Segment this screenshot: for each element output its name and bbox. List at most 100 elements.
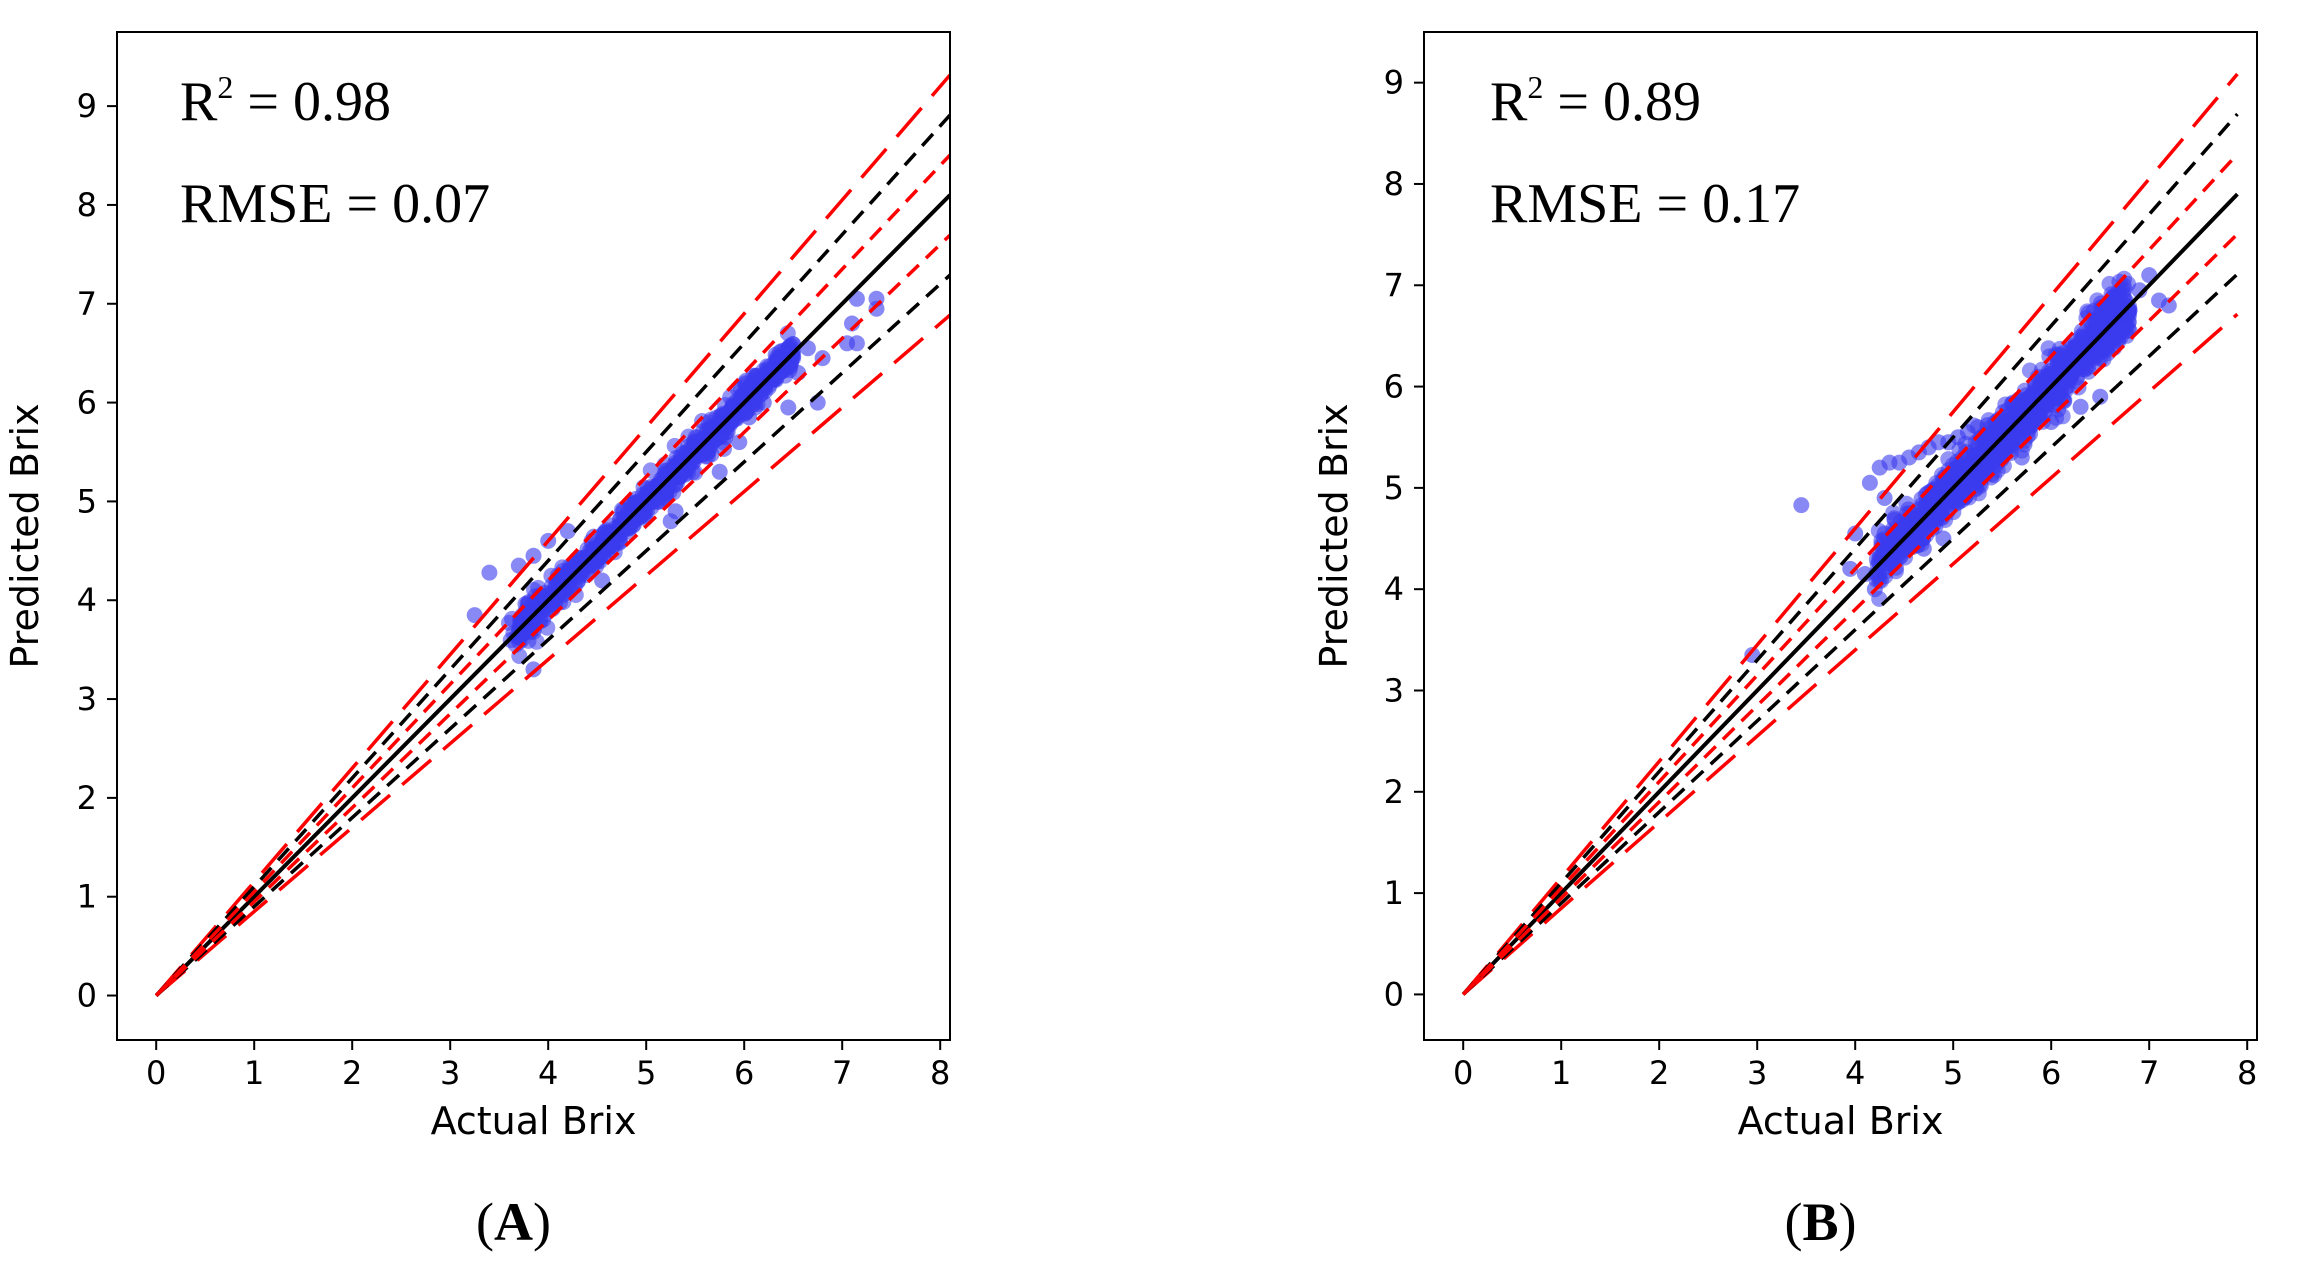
y-axis-label: Predicted Brix (3, 403, 47, 668)
y-tick-label: 1 (77, 878, 97, 916)
y-tick-label: 5 (77, 482, 97, 520)
x-tick-label: 3 (440, 1054, 460, 1092)
data-point-outlier (481, 564, 498, 581)
reference-line (154, 153, 950, 997)
r2-superscript: 2 (217, 69, 233, 105)
y-tick-label: 6 (1384, 368, 1404, 406)
x-axis-label: Actual Brix (1738, 1099, 1944, 1143)
y-tick-label: 7 (1384, 266, 1404, 304)
data-point-outlier (1876, 490, 1893, 506)
axes-frame (1423, 31, 2258, 1041)
reference-line (154, 193, 950, 997)
reference-line (1461, 152, 2239, 996)
x-tick-label: 8 (930, 1054, 950, 1092)
data-point-outlier (2072, 398, 2089, 415)
plot-area (117, 32, 950, 1040)
r2-value: = 0.98 (233, 71, 391, 133)
reference-line (154, 113, 950, 997)
x-tick-label: 8 (2237, 1054, 2257, 1092)
data-point-outlier (755, 394, 772, 411)
x-tick-label: 4 (1845, 1054, 1865, 1092)
data-point-outlier (780, 399, 797, 416)
data-point-outlier (594, 572, 611, 589)
data-point (615, 501, 632, 518)
panel-label: (A) (476, 1192, 551, 1252)
x-tick-label: 3 (1747, 1054, 1767, 1092)
reference-line (154, 233, 950, 997)
panel-label: (B) (1785, 1192, 1857, 1252)
axes-frame (116, 31, 951, 1041)
x-tick-label: 7 (2139, 1054, 2159, 1092)
reference-line (155, 313, 950, 997)
data-point (1910, 512, 1927, 528)
r2-symbol: R (180, 71, 218, 133)
data-point (1940, 451, 1957, 468)
panel-label-close-paren: ) (533, 1192, 551, 1252)
data-point (2070, 353, 2087, 370)
y-tick-label: 0 (1384, 975, 1404, 1013)
data-point-outlier (1915, 540, 1932, 557)
data-point (585, 528, 602, 545)
reference-line (1461, 72, 2239, 996)
data-point-outlier (2043, 414, 2060, 430)
y-tick-label: 0 (77, 977, 97, 1015)
panel-a-chart: 0 1 2 3 4 5 6 7 8 0 1 2 3 4 5 6 7 8 9 Actual Brix Predicted … (3, 31, 951, 1252)
plot-content (154, 73, 950, 997)
data-point (2056, 392, 2073, 409)
r2-value: = 0.89 (1543, 71, 1701, 133)
y-tick-label: 8 (77, 186, 97, 224)
r2-superscript: 2 (1527, 69, 1543, 105)
y-tick-label: 8 (1384, 165, 1404, 203)
x-tick-label: 5 (1943, 1054, 1963, 1092)
data-point-outlier (711, 463, 728, 480)
y-tick-label: 2 (77, 779, 97, 817)
y-tick-label: 1 (1384, 874, 1404, 912)
x-tick-label: 7 (832, 1054, 852, 1092)
r2-annotation: R2 = 0.98 (180, 69, 391, 133)
data-point-outlier (2131, 282, 2148, 299)
data-point (697, 448, 714, 465)
reference-line (1461, 112, 2239, 996)
y-tick-label: 2 (1384, 773, 1404, 811)
data-point-outlier (848, 335, 865, 352)
x-tick-label: 1 (244, 1054, 264, 1092)
reference-line (1461, 192, 2239, 996)
data-point-outlier (2013, 449, 2030, 466)
x-tick-label: 0 (146, 1054, 166, 1092)
y-tick-label: 6 (77, 384, 97, 422)
x-tick-label: 6 (2041, 1054, 2061, 1092)
y-tick-label: 9 (77, 87, 97, 125)
x-tick-label: 2 (1649, 1054, 1669, 1092)
data-point (1918, 527, 1935, 544)
data-point-outlier (2160, 297, 2177, 314)
y-tick-label: 9 (1384, 64, 1404, 102)
data-point-outlier (525, 547, 542, 564)
data-point (1954, 450, 1970, 467)
y-tick-label: 4 (1384, 570, 1404, 608)
data-point-outlier (868, 300, 885, 317)
plot-area (1424, 32, 2257, 1040)
panel-label-open-paren: ( (476, 1192, 494, 1252)
reference-line (155, 273, 950, 997)
y-tick-label: 3 (77, 680, 97, 718)
x-tick-label: 1 (1551, 1054, 1571, 1092)
data-point-outlier (559, 523, 576, 540)
x-tick-label: 0 (1453, 1054, 1473, 1092)
reference-line (154, 73, 950, 997)
data-point-outlier (1847, 525, 1864, 542)
reference-line (1462, 312, 2239, 996)
y-tick-label: 3 (1384, 671, 1404, 709)
data-point-outlier (667, 503, 684, 520)
data-point-outlier (1857, 566, 1873, 582)
x-tick-label: 5 (636, 1054, 656, 1092)
x-tick-label: 6 (734, 1054, 754, 1092)
data-point-outlier (1876, 525, 1893, 542)
data-point-outlier (623, 513, 640, 530)
panel-label-letter: A (494, 1192, 533, 1252)
data-point (2107, 323, 2124, 340)
y-tick-label: 5 (1384, 469, 1404, 507)
y-tick-label: 7 (77, 285, 97, 323)
x-tick-label: 4 (538, 1054, 558, 1092)
data-point-outlier (2092, 388, 2109, 405)
data-point (1950, 494, 1967, 511)
